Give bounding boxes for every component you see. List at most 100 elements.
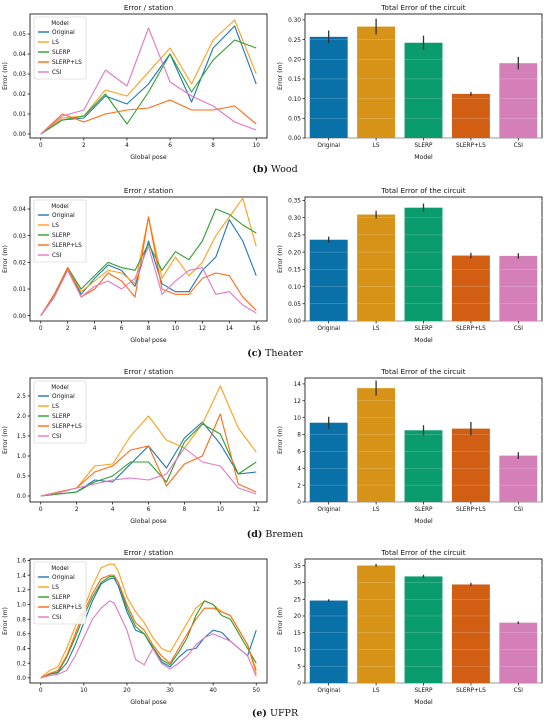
bar-original xyxy=(309,600,348,683)
wood-error-station-chart: Error / station Global pose Error (m) 0.00 0… xyxy=(2,3,268,161)
x-tick-label: SLERP+LS xyxy=(456,688,486,694)
y-tick-label: 0.00 xyxy=(288,136,301,142)
x-tick-label: 0 xyxy=(39,688,43,694)
bar-slerp xyxy=(404,207,443,321)
chart-title: Error / station xyxy=(124,3,173,12)
x-tick-label: 2 xyxy=(82,143,86,149)
x-tick-label: 10 xyxy=(80,688,88,694)
y-axis-label: Error (m) xyxy=(2,607,9,635)
y-tick-label: 8 xyxy=(297,433,301,439)
x-tick-label: 20 xyxy=(123,688,131,694)
x-tick-label: CSI xyxy=(514,143,524,149)
bar-slerp-ls xyxy=(451,255,490,321)
x-tick-label: SLERP xyxy=(414,507,433,513)
legend-label: Original xyxy=(52,575,75,581)
y-tick-label: 0.04 xyxy=(13,52,26,58)
caption-theater-id: (c) xyxy=(247,348,262,359)
x-tick-label: CSI xyxy=(514,688,524,694)
x-tick-label: SLERP xyxy=(414,143,433,149)
bar-slerp-ls xyxy=(451,584,490,683)
bar-csi xyxy=(499,455,538,502)
x-tick-label: Original xyxy=(317,143,340,149)
legend-title: Model xyxy=(51,21,69,27)
x-tick-label: Original xyxy=(317,507,340,513)
legend-label: CSI xyxy=(52,615,62,621)
ufpr-total-error-chart: Total Error of the circuit Model Error (m)… xyxy=(277,548,543,706)
y-tick-label: 0.25 xyxy=(288,233,301,239)
x-axis-label: Global pose xyxy=(130,518,167,525)
theater-total-error-chart: Total Error of the circuit Model Error (m)… xyxy=(277,186,543,344)
x-tick-label: SLERP xyxy=(414,326,433,332)
chart-title: Total Error of the circuit xyxy=(380,186,465,195)
x-tick-label: SLERP+LS xyxy=(456,326,486,332)
legend-title: Model xyxy=(51,385,69,391)
x-tick-label: SLERP+LS xyxy=(456,143,486,149)
x-axis-label: Model xyxy=(414,699,433,706)
y-tick-label: 15 xyxy=(294,631,302,637)
x-tick-label: 4 xyxy=(125,143,129,149)
y-tick-label: 0.4 xyxy=(17,647,27,653)
y-tick-label: 4 xyxy=(297,466,301,472)
bar-ls xyxy=(357,26,396,138)
legend-label: SLERP xyxy=(52,233,71,239)
caption-theater-name: Theater xyxy=(265,348,303,359)
series-line-csi xyxy=(40,245,257,316)
y-tick-label: 0.01 xyxy=(13,112,26,118)
caption-ufpr: (e) UFPR xyxy=(0,708,550,719)
series-line-slerp-ls xyxy=(40,99,257,135)
x-axis-label: Model xyxy=(414,337,433,344)
x-tick-label: 50 xyxy=(253,688,261,694)
ufpr-error-station-chart: Error / station Global pose Error (m) 0.0 0.… xyxy=(2,548,268,706)
series-line-original xyxy=(40,25,257,135)
y-tick-label: 5 xyxy=(297,664,301,670)
caption-wood-id: (b) xyxy=(252,164,268,175)
chart-title: Error / station xyxy=(124,367,173,376)
caption-wood-name: Wood xyxy=(271,164,298,175)
x-tick-label: Original xyxy=(317,326,340,332)
legend-label: SLERP+LS xyxy=(52,243,82,249)
y-tick-label: 0.02 xyxy=(13,261,26,267)
y-tick-label: 1.5 xyxy=(17,434,27,440)
x-tick-label: 8 xyxy=(147,326,151,332)
y-tick-label: 0.30 xyxy=(288,18,301,24)
legend-label: SLERP+LS xyxy=(52,60,82,66)
x-tick-label: Original xyxy=(317,688,340,694)
legend-label: SLERP+LS xyxy=(52,605,82,611)
y-tick-label: 0.8 xyxy=(17,617,27,623)
x-tick-label: 10 xyxy=(217,507,225,513)
caption-bremen: (d) Bremen xyxy=(0,529,550,540)
y-tick-label: 0.05 xyxy=(288,117,301,123)
y-tick-label: 0.00 xyxy=(13,132,26,138)
y-tick-label: 2.0 xyxy=(17,414,27,420)
y-tick-label: 0.2 xyxy=(17,661,27,667)
y-axis-label: Error (m) xyxy=(277,426,284,454)
x-tick-label: 8 xyxy=(211,143,215,149)
y-axis-label: Error (m) xyxy=(2,426,9,454)
y-tick-label: 0.04 xyxy=(13,207,26,213)
x-tick-label: 0 xyxy=(39,507,43,513)
y-tick-label: 0.20 xyxy=(288,57,301,63)
x-tick-label: SLERP xyxy=(414,688,433,694)
y-tick-label: 0.05 xyxy=(288,302,301,308)
y-tick-label: 0.15 xyxy=(288,268,301,274)
chart-title: Error / station xyxy=(124,548,173,557)
y-tick-label: 0.02 xyxy=(13,92,26,98)
bar-csi xyxy=(499,622,538,683)
x-tick-label: 14 xyxy=(226,326,234,332)
x-axis-label: Global pose xyxy=(130,154,167,161)
y-axis-label: Error (m) xyxy=(277,62,284,90)
y-axis-label: Error (m) xyxy=(2,62,9,90)
bar-slerp-ls xyxy=(451,93,490,138)
y-tick-label: 35 xyxy=(294,564,302,570)
chart-title: Total Error of the circuit xyxy=(380,367,465,376)
legend-label: Original xyxy=(52,213,75,219)
y-tick-label: 0.20 xyxy=(288,250,301,256)
series-line-csi xyxy=(40,27,257,135)
legend-label: LS xyxy=(52,40,59,46)
chart-title: Total Error of the circuit xyxy=(380,548,465,557)
legend-label: Original xyxy=(52,30,75,36)
x-tick-label: 30 xyxy=(166,688,174,694)
series-line-slerp xyxy=(40,39,257,135)
x-tick-label: CSI xyxy=(514,326,524,332)
